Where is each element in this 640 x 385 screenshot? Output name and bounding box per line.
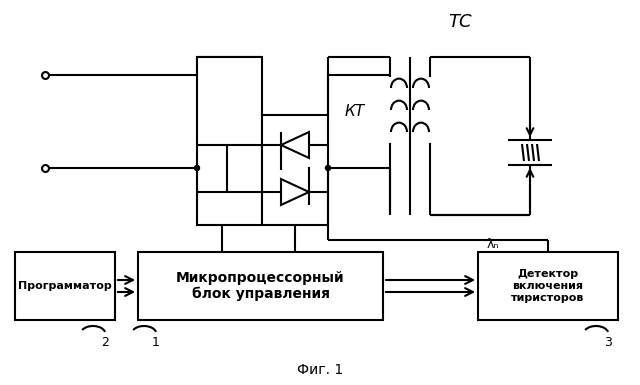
Text: 3: 3 [604, 335, 612, 348]
Bar [262, 115, 328, 225]
Text: Микропроцессорный
блок управления: Микропроцессорный блок управления [176, 271, 345, 301]
Text: Программатор: Программатор [18, 281, 112, 291]
Circle shape [195, 166, 200, 171]
Bar [138, 252, 383, 320]
Text: TC: TC [448, 13, 472, 31]
Bar [197, 57, 262, 225]
Circle shape [326, 166, 330, 171]
Text: 1: 1 [152, 335, 160, 348]
Polygon shape [281, 179, 309, 205]
Text: КТ: КТ [345, 104, 365, 119]
Bar [15, 252, 115, 320]
Polygon shape [281, 132, 309, 158]
Text: Детектор
включения
тиристоров: Детектор включения тиристоров [511, 270, 585, 303]
Text: Фиг. 1: Фиг. 1 [297, 363, 343, 377]
Text: 2: 2 [101, 335, 109, 348]
Bar [478, 252, 618, 320]
Text: λₙ: λₙ [487, 238, 499, 251]
